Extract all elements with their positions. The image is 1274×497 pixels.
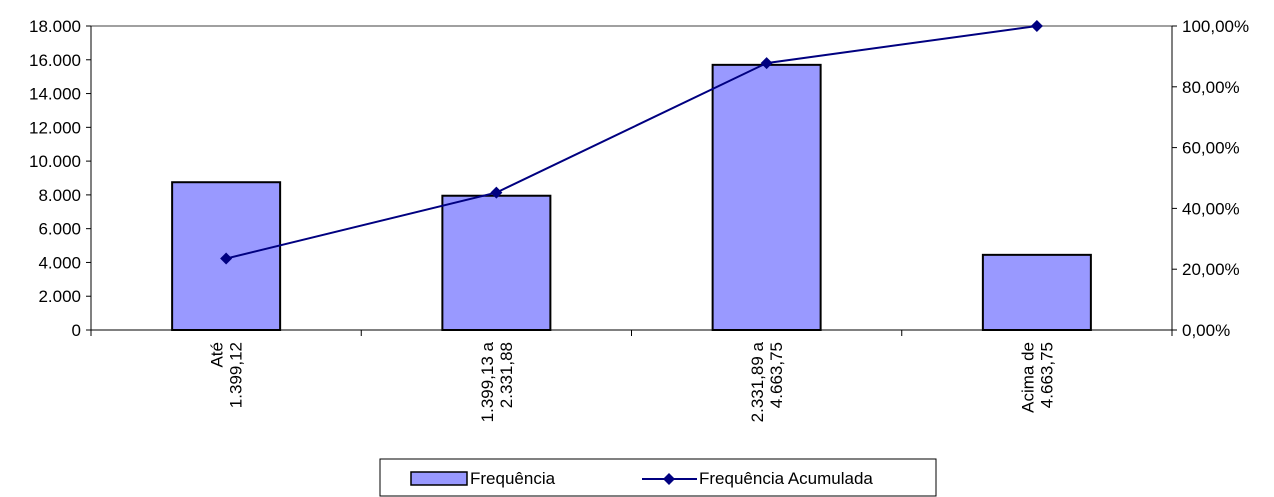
- x-tick-label-line: Acima de: [1018, 342, 1037, 413]
- bar-4: [981, 253, 1092, 332]
- y-right-tick-label: 100,00%: [1182, 17, 1249, 36]
- y-left-tick-label: 8.000: [38, 186, 81, 205]
- x-tick-label-2: 1.399,13 a 2.331,88: [478, 341, 516, 422]
- y-left-tick-label: 0: [72, 321, 81, 340]
- cumulative-point-3: [760, 57, 773, 70]
- bar-3: [711, 63, 822, 331]
- x-tick-label-1: Até 1.399,12: [208, 342, 246, 408]
- line-series-frequencia-acumulada: [220, 20, 1043, 265]
- x-tick-label-3: 2.331,89 a 4.663,75: [748, 341, 786, 422]
- y-right-tick-label: 40,00%: [1182, 199, 1240, 218]
- y-left-tick-label: 18.000: [29, 17, 81, 36]
- x-tick-label-line: 2.331,89 a: [748, 341, 767, 422]
- cumulative-line: [225, 25, 1038, 260]
- y-left-tick-label: 2.000: [38, 287, 81, 306]
- legend: Frequência Frequência Acumulada: [379, 458, 937, 497]
- y-left-tick-label: 16.000: [29, 51, 81, 70]
- cumulative-point-2: [490, 186, 503, 199]
- legend-swatch-frequencia: [410, 471, 468, 486]
- x-tick-label-line: 1.399,13 a: [478, 341, 497, 422]
- x-tick-label-line: 1.399,12: [227, 342, 246, 408]
- y-right-tick-label: 0,00%: [1182, 321, 1230, 340]
- y-right-tick-label: 60,00%: [1182, 139, 1240, 158]
- cumulative-point-4: [1030, 20, 1043, 32]
- legend-label-frequencia-acumulada: Frequência Acumulada: [699, 469, 873, 488]
- x-tick-label-line: 4.663,75: [1037, 342, 1056, 408]
- x-tick-label-4: Acima de 4.663,75: [1018, 342, 1056, 413]
- y-right-tick-label: 20,00%: [1182, 260, 1240, 279]
- x-tick-label-line: 2.331,88: [497, 342, 516, 408]
- y-right-tick-label: 80,00%: [1182, 78, 1240, 97]
- x-tick-label-line: 4.663,75: [767, 342, 786, 408]
- y-left-tick-label: 12.000: [29, 118, 81, 137]
- legend-box: [379, 458, 937, 497]
- y-left-tick-label: 14.000: [29, 85, 81, 104]
- bar-2: [441, 194, 552, 331]
- y-left-tick-label: 6.000: [38, 220, 81, 239]
- legend-marker-frequencia-acumulada: [663, 473, 675, 485]
- x-tick-label-line: Até: [208, 342, 227, 368]
- y-left-tick-label: 10.000: [29, 152, 81, 171]
- y-left-tick-label: 4.000: [38, 253, 81, 272]
- axes: 0 2.000 4.000 6.000 8.000 10.000 12.000 14.000 1…: [29, 17, 1249, 422]
- legend-label-frequencia: Frequência: [470, 469, 556, 488]
- cumulative-point-1: [220, 252, 233, 265]
- bar-series-frequencia: [171, 63, 1092, 332]
